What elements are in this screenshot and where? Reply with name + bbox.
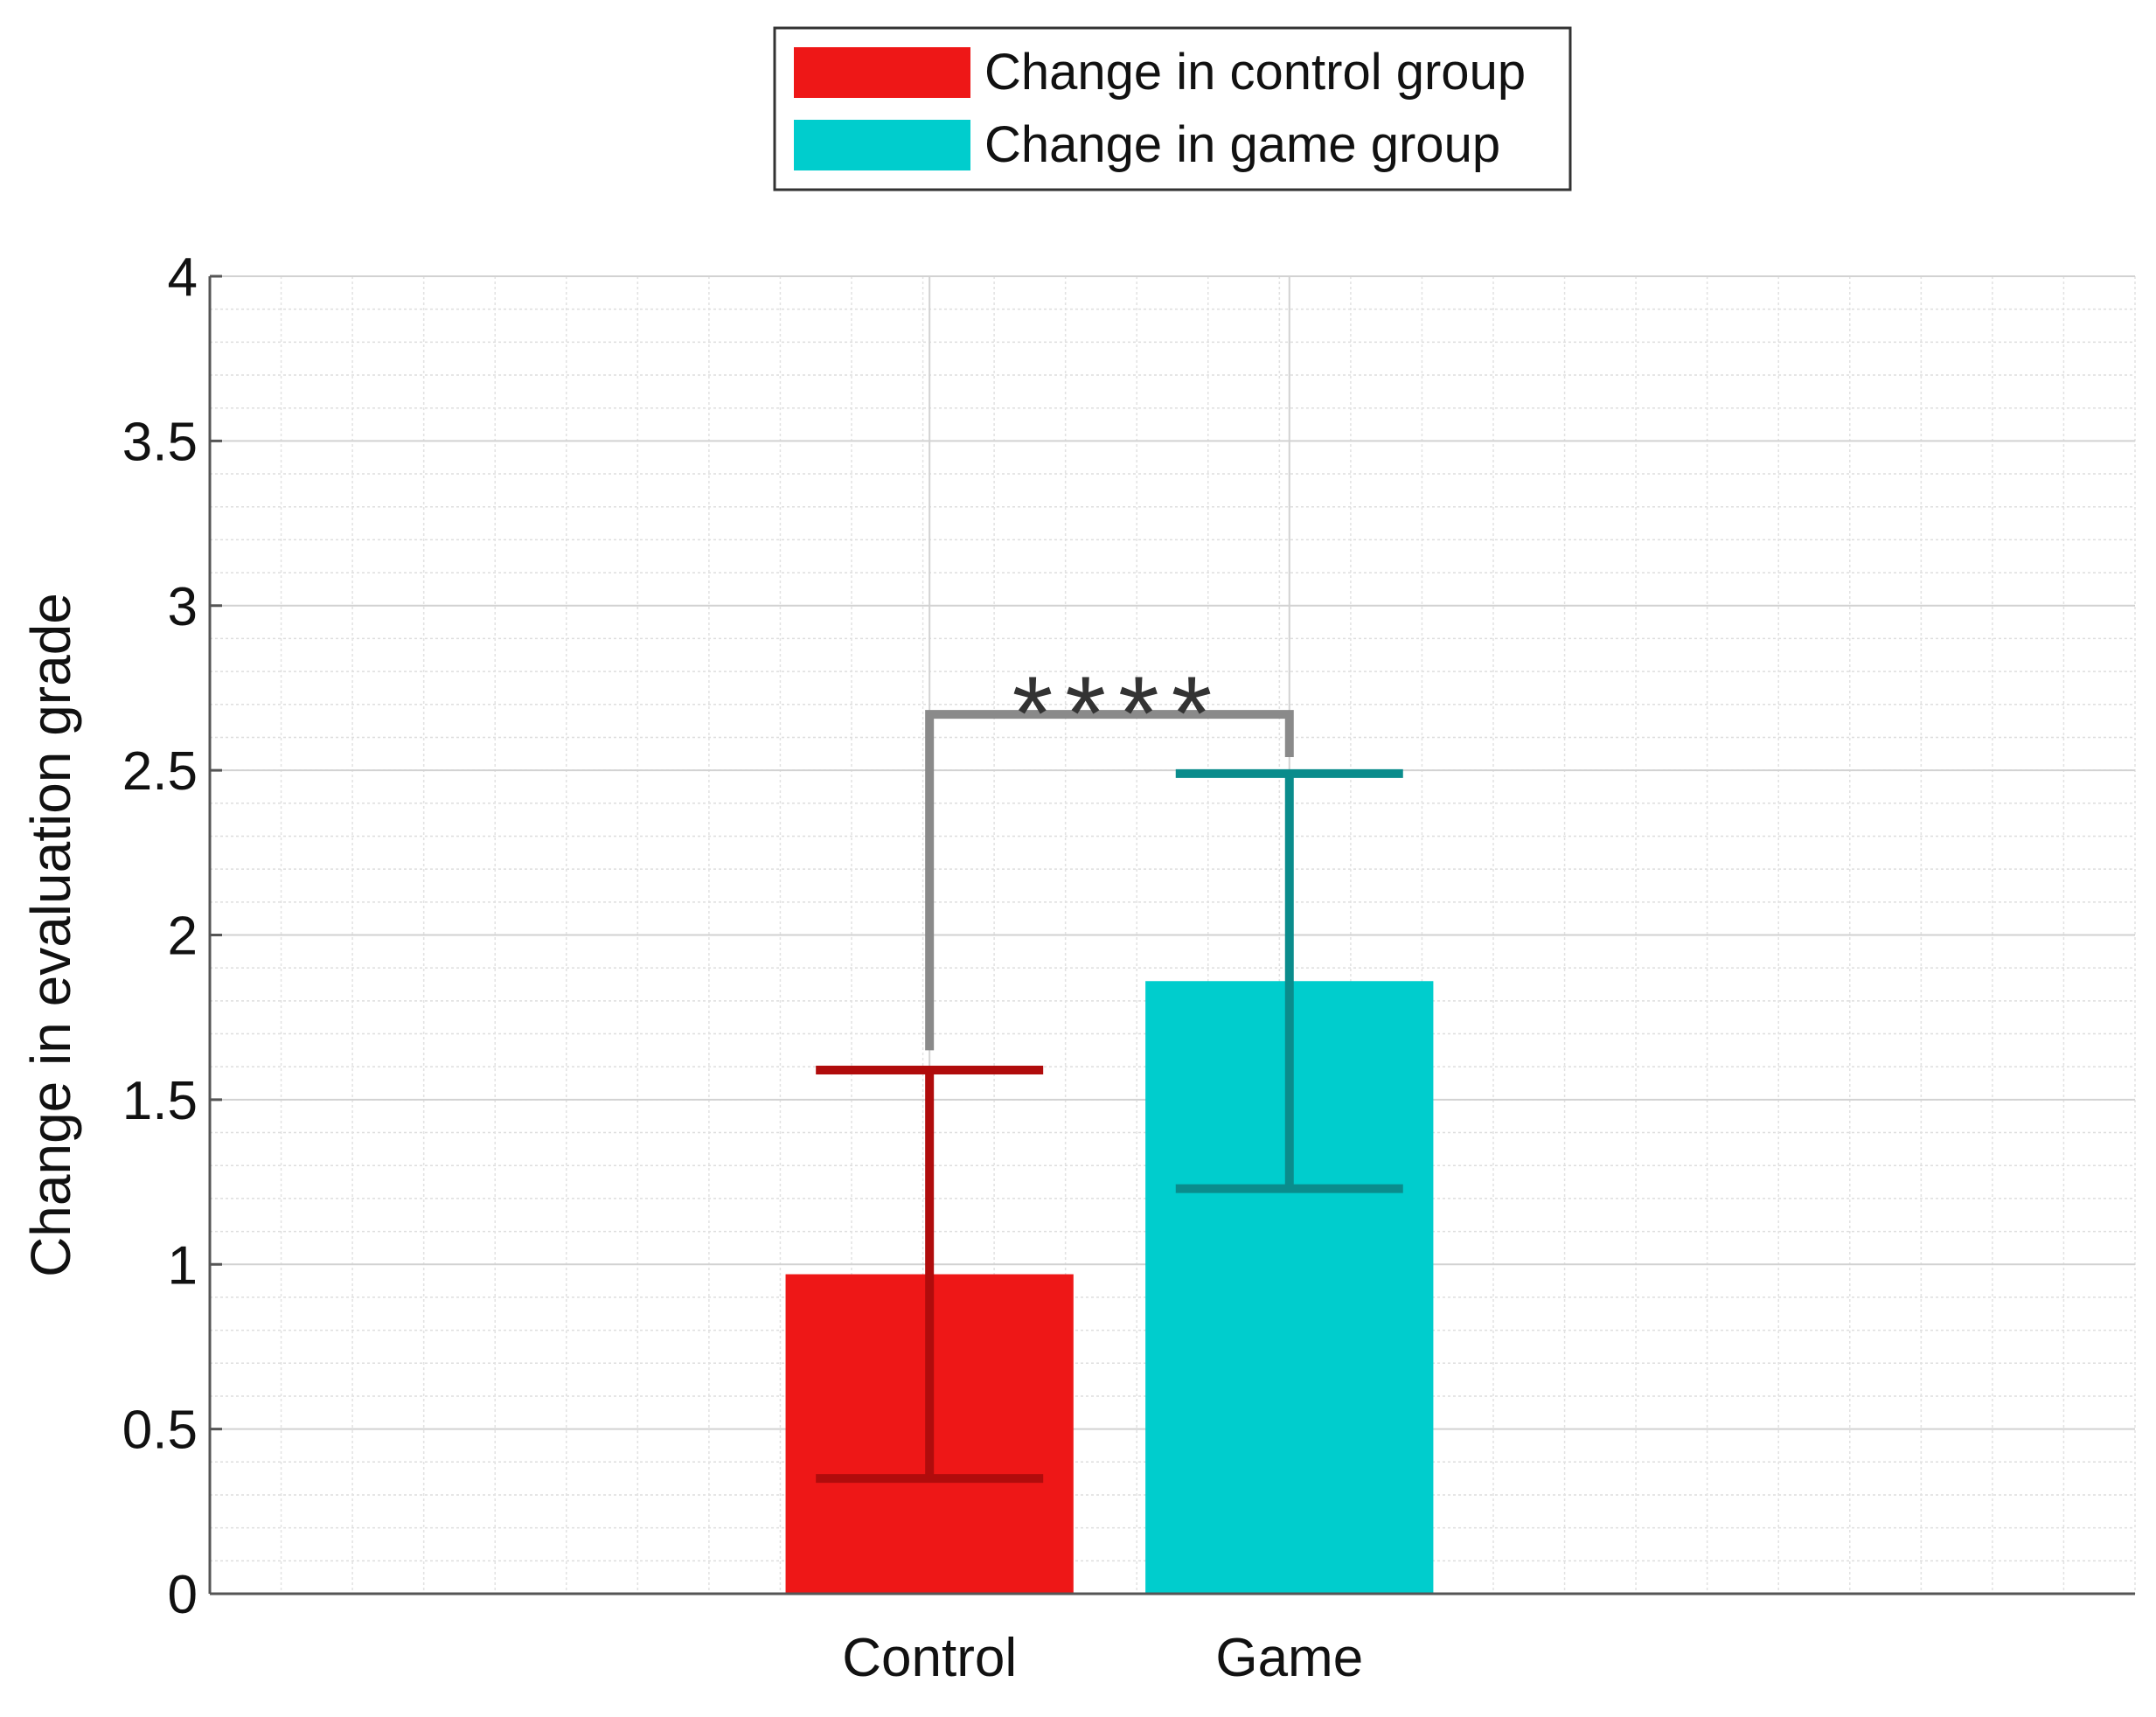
legend-label: Change in game group — [984, 116, 1500, 173]
y-tick-label: 0 — [168, 1565, 198, 1625]
legend-label: Change in control group — [984, 44, 1526, 101]
y-tick-label: 1 — [168, 1235, 198, 1296]
legend: Change in control group Change in game gr… — [773, 26, 1572, 191]
y-tick-label: 2.5 — [122, 741, 198, 802]
y-tick-label: 4 — [168, 247, 198, 308]
error-bars — [816, 768, 1403, 1484]
legend-swatch-game — [794, 120, 970, 170]
y-tick-label: 2 — [168, 907, 198, 967]
y-axis-label: Change in evaluation grade — [19, 593, 82, 1277]
y-tick-label: 3 — [168, 577, 198, 637]
significance-label: **** — [1012, 655, 1225, 772]
x-tick-label-game: Game — [1215, 1628, 1363, 1688]
axes — [208, 275, 2135, 1595]
significance-line — [925, 710, 1294, 1051]
x-tick-label-control: Control — [842, 1628, 1017, 1688]
y-tick-label: 1.5 — [122, 1071, 198, 1131]
legend-swatch-control — [794, 47, 970, 98]
y-tick-label: 3.5 — [122, 412, 198, 472]
y-tick-label: 0.5 — [122, 1401, 198, 1461]
significance-bracket: **** — [925, 655, 1294, 1051]
axis-labels: 0 0.5 1 1.5 2 2.5 3 3.5 4 Control Game Change in ev… — [19, 247, 1363, 1688]
